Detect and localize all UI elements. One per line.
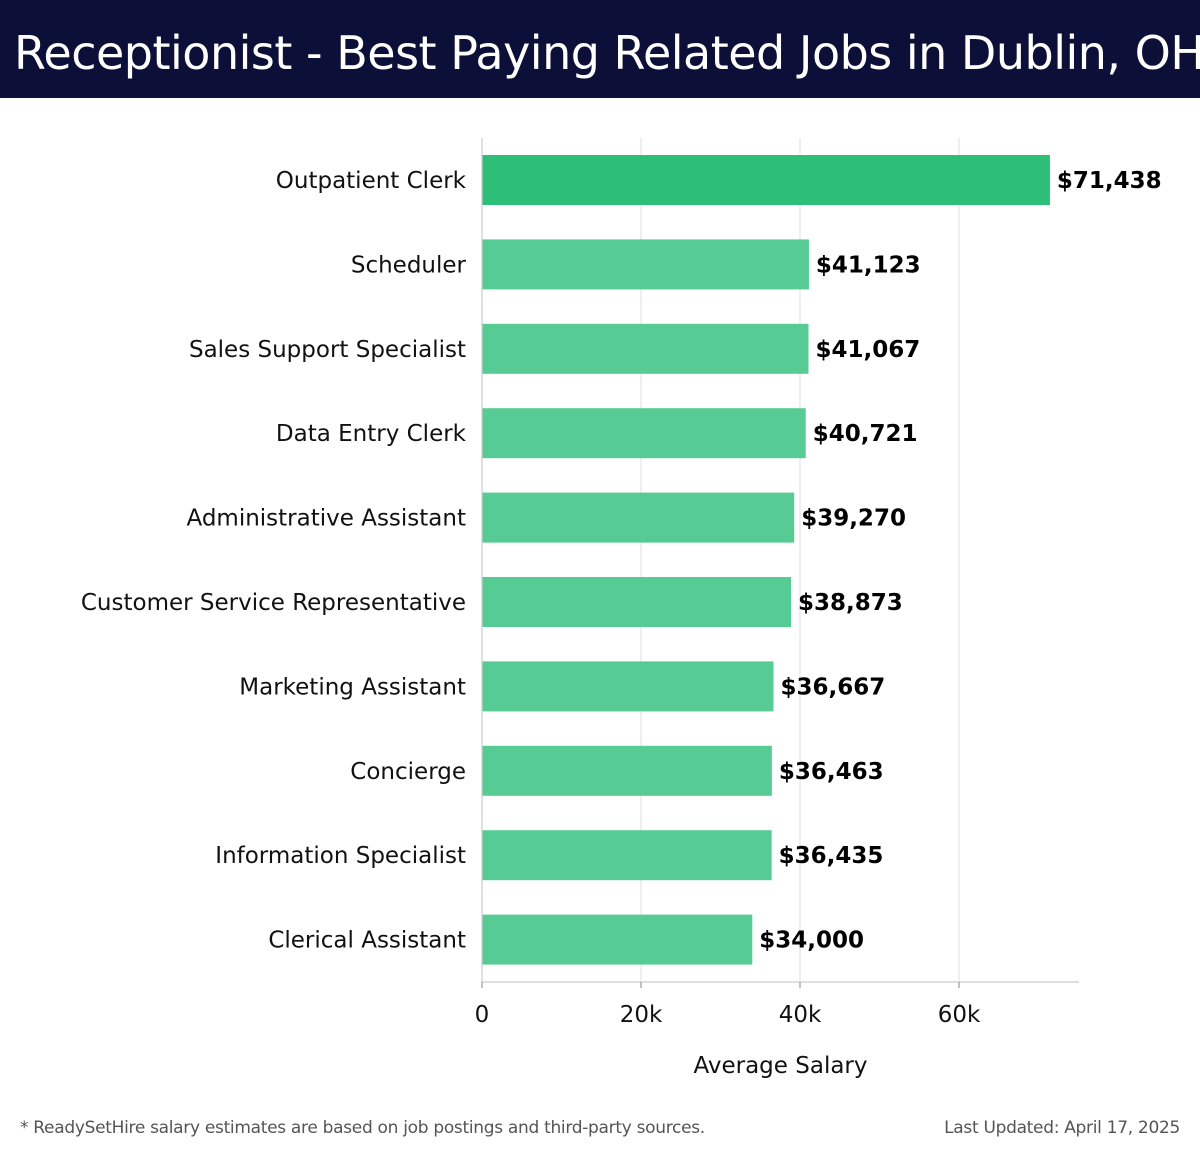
category-label: Customer Service Representative [81,590,466,616]
bar [482,914,753,965]
page-title: Receptionist - Best Paying Related Jobs … [14,26,1200,80]
category-label: Information Specialist [215,843,466,869]
category-label: Marketing Assistant [239,674,466,700]
category-label: Data Entry Clerk [276,421,467,447]
category-label: Administrative Assistant [186,506,466,532]
bar [482,492,795,543]
value-label: $36,667 [781,674,886,700]
category-label: Outpatient Clerk [276,168,467,194]
header-banner: Receptionist - Best Paying Related Jobs … [0,0,1200,98]
value-label: $39,270 [801,506,906,532]
bar [482,830,772,881]
value-label: $41,123 [816,252,921,278]
x-tick-label: 60k [938,1002,981,1028]
category-label: Sales Support Specialist [189,337,466,363]
x-axis-title: Average Salary [693,1053,867,1079]
bar [482,155,1050,205]
value-label: $38,873 [798,590,903,616]
bar [482,661,774,712]
bar [482,745,772,796]
value-label: $36,435 [779,843,884,869]
x-tick-label: 20k [620,1002,663,1028]
bar [482,239,809,290]
value-label: $41,067 [815,337,920,363]
salary-bar-chart: Outpatient Clerk $71,438 Scheduler $41,123 S… [81,138,1162,1079]
value-label: $71,438 [1057,168,1162,194]
x-tick-label: 0 [475,1002,490,1028]
bar [482,577,792,627]
category-label: Clerical Assistant [268,928,466,954]
bar [482,408,806,459]
value-label: $36,463 [779,759,884,785]
value-label: $34,000 [759,928,864,954]
footer-note: * ReadySetHire salary estimates are base… [20,1118,705,1138]
category-label: Scheduler [351,252,467,278]
last-updated: Last Updated: April 17, 2025 [944,1118,1180,1138]
value-label: $40,721 [813,421,918,447]
x-tick-label: 40k [779,1002,822,1028]
bar [482,323,809,374]
category-label: Concierge [350,759,466,785]
